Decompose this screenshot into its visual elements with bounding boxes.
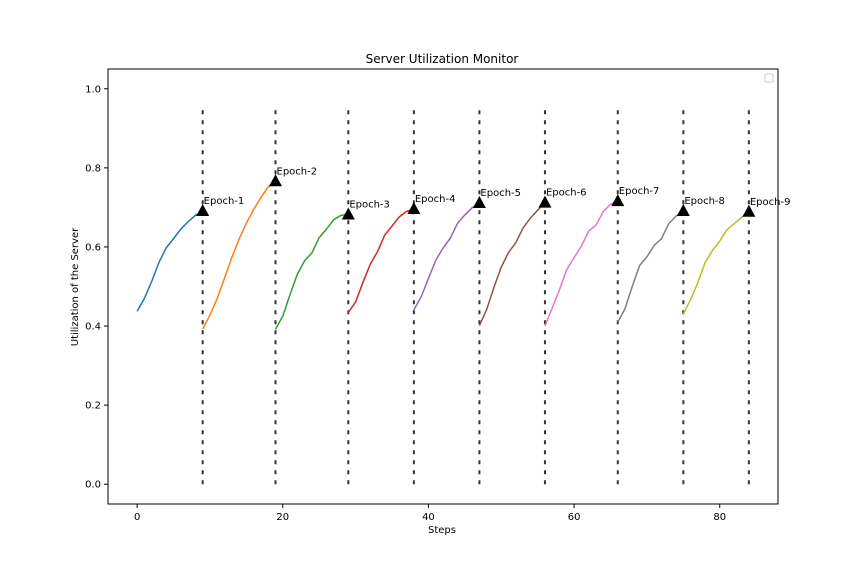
epoch-marker-6	[538, 195, 552, 208]
epoch-label-9: Epoch-9	[750, 197, 791, 208]
y-tick-label-6: 1.0	[85, 84, 101, 95]
epoch-marker-7	[611, 194, 625, 207]
epoch-marker-1	[196, 203, 210, 216]
y-tick-label-5: 0.8	[85, 163, 101, 174]
epoch-marker-3	[341, 207, 355, 220]
epoch-marker-4	[407, 201, 421, 214]
epoch-label-2: Epoch-2	[277, 166, 318, 177]
series-line-6	[478, 202, 546, 326]
plot-area: Epoch-1 Epoch-2 Epoch-3 Epoch-4 Epoch-5 Epoch…	[85, 68, 791, 523]
x-tick-label-3: 40	[422, 512, 435, 523]
epoch-label-7: Epoch-7	[619, 186, 660, 197]
series-line-2	[202, 180, 276, 330]
axes-frame	[107, 68, 779, 505]
y-axis-label: Utilization of the Server	[70, 227, 81, 346]
legend-box	[764, 73, 774, 83]
epoch-label-5: Epoch-5	[480, 188, 521, 199]
series-line-9	[682, 211, 750, 315]
series-line-3	[274, 213, 349, 330]
x-tick-label-5: 80	[713, 512, 726, 523]
chart-title: Server Utilization Monitor	[366, 52, 519, 66]
series-line-1	[136, 210, 204, 312]
epoch-marker-2	[269, 174, 282, 187]
y-tick-label-2: 0.2	[85, 401, 101, 412]
series-line-8	[617, 210, 684, 323]
epoch-marker-9	[742, 204, 756, 217]
series-line-4	[347, 208, 415, 314]
epoch-marker-5	[472, 196, 486, 209]
y-tick-label-3: 0.4	[85, 322, 101, 333]
epoch-label-4: Epoch-4	[415, 194, 456, 205]
x-tick-label-4: 60	[568, 512, 581, 523]
epoch-label-1: Epoch-1	[204, 196, 245, 207]
y-tick-label-4: 0.6	[85, 242, 101, 253]
x-tick-label-1: 0	[134, 512, 140, 523]
x-axis-label: Steps	[428, 525, 456, 536]
epoch-label-6: Epoch-6	[546, 188, 587, 199]
epoch-label-8: Epoch-8	[684, 196, 725, 207]
x-tick-label-2: 20	[276, 512, 289, 523]
series-line-5	[413, 202, 480, 311]
y-tick-label-1: 0.0	[85, 480, 101, 491]
series-line-7	[544, 200, 619, 327]
epoch-marker-8	[676, 203, 690, 216]
epoch-label-3: Epoch-3	[349, 200, 390, 211]
